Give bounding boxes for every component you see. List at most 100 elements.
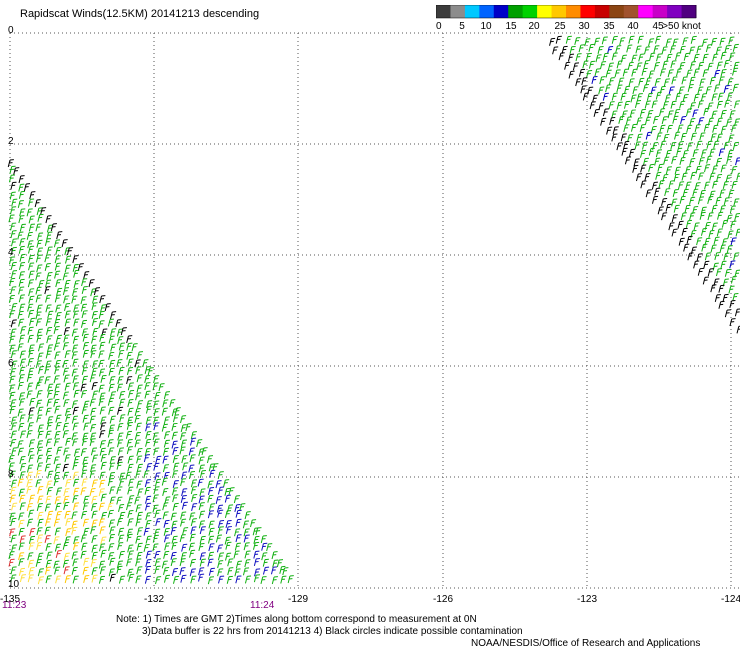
- wind-barb: [720, 125, 727, 134]
- wind-barb: [45, 350, 52, 359]
- wind-barb: [694, 182, 701, 191]
- wind-barb: [650, 125, 657, 134]
- wind-barb: [10, 368, 17, 377]
- wind-barb: [671, 76, 678, 85]
- wind-barb: [127, 455, 134, 464]
- wind-barb: [100, 453, 107, 462]
- wind-barb: [56, 231, 63, 240]
- wind-barb: [64, 350, 71, 359]
- wind-barb: [89, 488, 96, 496]
- wind-barb: [54, 496, 61, 505]
- wind-barb: [217, 471, 224, 480]
- wind-barb: [706, 155, 713, 164]
- wind-barb: [9, 375, 16, 384]
- wind-barb: [90, 447, 98, 456]
- wind-barb: [37, 430, 44, 439]
- wind-barb: [607, 46, 614, 54]
- wind-barb: [636, 133, 643, 142]
- wind-barb: [722, 293, 729, 302]
- wind-barb: [644, 172, 651, 181]
- wind-barb: [234, 542, 241, 551]
- wind-barb: [695, 165, 702, 174]
- wind-barb: [161, 407, 168, 416]
- wind-barb: [80, 534, 87, 543]
- wind-barb: [64, 454, 71, 463]
- wind-barb: [72, 462, 79, 470]
- wind-barb: [710, 244, 717, 253]
- wind-barb: [44, 518, 52, 527]
- wind-barb: [18, 215, 25, 224]
- wind-barb: [29, 191, 36, 200]
- wind-barb: [666, 124, 673, 133]
- wind-barb: [714, 294, 721, 303]
- wind-barb: [119, 478, 126, 487]
- wind-barb: [260, 576, 267, 585]
- wind-barb: [10, 319, 17, 328]
- wind-barb: [28, 270, 35, 279]
- wind-barb: [136, 566, 143, 575]
- wind-barb: [718, 76, 725, 85]
- wind-barb: [40, 207, 47, 216]
- wind-barb: [65, 413, 72, 422]
- wind-barb: [47, 510, 54, 519]
- wind-barb: [636, 93, 643, 102]
- wind-barb: [597, 46, 604, 54]
- wind-barb: [673, 204, 680, 213]
- wind-barb: [134, 359, 141, 368]
- wind-barb: [28, 295, 35, 304]
- wind-barb: [45, 559, 52, 568]
- wind-barb: [55, 414, 62, 423]
- wind-barb: [99, 479, 106, 488]
- wind-barb: [109, 462, 116, 471]
- wind-barb: [145, 512, 152, 521]
- wind-barb: [158, 383, 165, 392]
- wind-barb: [207, 576, 214, 585]
- wind-barb: [592, 94, 599, 103]
- wind-barb: [27, 574, 34, 583]
- wind-barb: [37, 511, 44, 520]
- wind-barb: [89, 470, 96, 479]
- wind-barb: [174, 407, 181, 416]
- wind-barb: [623, 100, 631, 109]
- wind-barb: [109, 376, 116, 385]
- wind-barb: [644, 46, 651, 55]
- wind-barb: [588, 43, 595, 52]
- wind-barb: [26, 518, 34, 527]
- wind-barb: [588, 60, 596, 69]
- wind-barb: [119, 390, 126, 399]
- wind-barb: [152, 534, 159, 543]
- wind-barb: [56, 287, 63, 296]
- wind-barb: [82, 456, 89, 465]
- wind-barb: [9, 310, 16, 319]
- wind-barb: [18, 542, 25, 551]
- wind-barb: [663, 133, 670, 142]
- wind-barb: [71, 520, 78, 529]
- wind-barb: [585, 52, 592, 61]
- wind-barb: [19, 350, 26, 359]
- wind-barb: [64, 310, 71, 319]
- wind-barb: [180, 495, 187, 503]
- wind-barb: [729, 318, 736, 327]
- wind-barb: [266, 543, 273, 552]
- wind-barb: [107, 439, 114, 448]
- time-labels: 11:23 11:24: [2, 600, 275, 611]
- wind-barb: [243, 528, 250, 537]
- wind-barb: [645, 189, 652, 198]
- wind-barb: [64, 407, 72, 416]
- wind-barb: [154, 472, 161, 481]
- wind-barb: [118, 550, 125, 559]
- wind-barb: [36, 247, 43, 256]
- wind-barb: [593, 108, 600, 117]
- wind-barb: [687, 83, 694, 92]
- legend-swatch: [522, 5, 538, 18]
- wind-barb: [703, 123, 710, 132]
- wind-barb: [682, 94, 689, 103]
- wind-barb: [110, 343, 117, 352]
- wind-barb: [62, 272, 69, 281]
- wind-barb: [208, 503, 216, 512]
- wind-barb: [644, 100, 651, 109]
- wind-barb: [18, 183, 25, 192]
- wind-barb: [143, 454, 151, 463]
- wind-barb: [722, 181, 729, 190]
